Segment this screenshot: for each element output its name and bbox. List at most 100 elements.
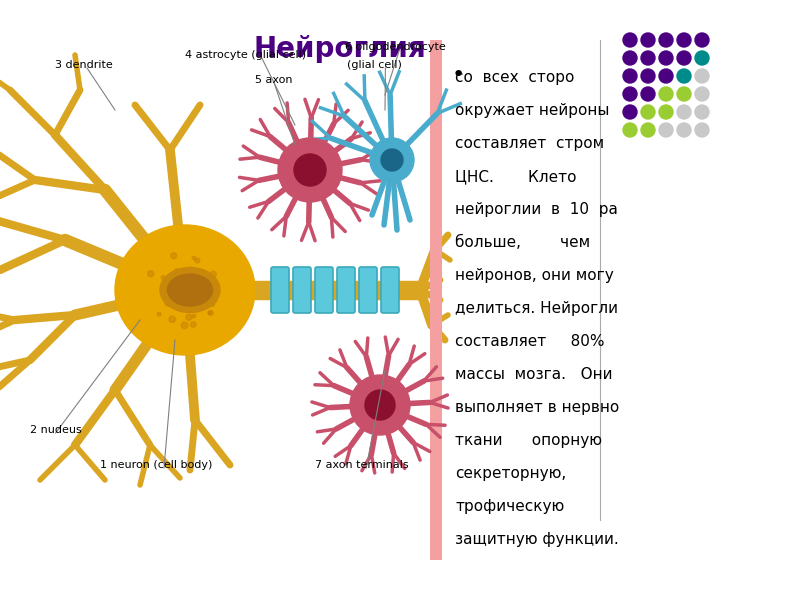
Circle shape — [200, 293, 203, 296]
Circle shape — [677, 105, 691, 119]
Text: 3 dendrite: 3 dendrite — [55, 60, 113, 70]
Circle shape — [165, 286, 170, 290]
Ellipse shape — [115, 225, 255, 355]
Text: ЦНС.       Клето: ЦНС. Клето — [455, 169, 577, 184]
Circle shape — [169, 316, 175, 322]
Text: 6 oligodendrocyte: 6 oligodendrocyte — [345, 42, 446, 52]
Circle shape — [208, 311, 211, 314]
Circle shape — [175, 269, 179, 272]
FancyBboxPatch shape — [271, 267, 289, 313]
FancyBboxPatch shape — [430, 40, 442, 560]
Circle shape — [192, 314, 196, 318]
Circle shape — [659, 33, 673, 47]
Circle shape — [208, 310, 213, 316]
Circle shape — [695, 33, 709, 47]
Text: 1 neuron (cell body): 1 neuron (cell body) — [100, 460, 212, 470]
Circle shape — [623, 51, 637, 65]
Circle shape — [381, 149, 403, 171]
Circle shape — [641, 123, 655, 137]
Circle shape — [182, 322, 188, 329]
Ellipse shape — [160, 268, 220, 313]
Circle shape — [294, 154, 326, 186]
Circle shape — [164, 298, 169, 302]
Circle shape — [188, 267, 193, 272]
Circle shape — [194, 301, 198, 304]
Circle shape — [623, 87, 637, 101]
Circle shape — [623, 123, 637, 137]
FancyBboxPatch shape — [381, 267, 399, 313]
Circle shape — [161, 275, 166, 280]
Text: •: • — [452, 65, 466, 85]
Circle shape — [350, 375, 410, 435]
Circle shape — [659, 87, 673, 101]
FancyBboxPatch shape — [315, 267, 333, 313]
Text: (glial cell): (glial cell) — [347, 60, 402, 70]
Circle shape — [677, 69, 691, 83]
Circle shape — [641, 51, 655, 65]
Circle shape — [641, 105, 655, 119]
Circle shape — [677, 87, 691, 101]
Circle shape — [641, 87, 655, 101]
Circle shape — [210, 271, 216, 277]
Circle shape — [677, 51, 691, 65]
Circle shape — [185, 284, 189, 289]
FancyBboxPatch shape — [359, 267, 377, 313]
Text: выполняет в нервно: выполняет в нервно — [455, 400, 619, 415]
Circle shape — [659, 69, 673, 83]
Circle shape — [695, 51, 709, 65]
FancyBboxPatch shape — [337, 267, 355, 313]
Circle shape — [193, 272, 196, 276]
Text: со  всех  сторо: со всех сторо — [455, 70, 574, 85]
Text: составляет     80%: составляет 80% — [455, 334, 605, 349]
Circle shape — [623, 105, 637, 119]
Circle shape — [677, 123, 691, 137]
Text: секреторную,: секреторную, — [455, 466, 566, 481]
Circle shape — [186, 314, 192, 320]
Text: нейроглии  в  10  ра: нейроглии в 10 ра — [455, 202, 618, 217]
Text: составляет  стром: составляет стром — [455, 136, 604, 151]
Ellipse shape — [167, 274, 213, 306]
Circle shape — [194, 302, 200, 307]
Text: защитную функции.: защитную функции. — [455, 532, 618, 547]
Circle shape — [278, 138, 342, 202]
Circle shape — [186, 294, 189, 297]
Text: нейронов, они могу: нейронов, они могу — [455, 268, 614, 283]
Circle shape — [623, 33, 637, 47]
Circle shape — [190, 322, 196, 327]
Text: 4 astrocyte (glial cell): 4 astrocyte (glial cell) — [185, 50, 306, 60]
Text: 7 axon terminals: 7 axon terminals — [315, 460, 409, 470]
Text: окружает нейроны: окружает нейроны — [455, 103, 610, 118]
Circle shape — [641, 69, 655, 83]
Circle shape — [165, 301, 171, 306]
Circle shape — [695, 123, 709, 137]
Circle shape — [195, 258, 200, 263]
Circle shape — [695, 105, 709, 119]
Text: делиться. Нейрогли: делиться. Нейрогли — [455, 301, 618, 316]
Text: массы  мозга.   Они: массы мозга. Они — [455, 367, 613, 382]
Circle shape — [641, 33, 655, 47]
Circle shape — [170, 253, 177, 259]
Text: 2 nudeus: 2 nudeus — [30, 425, 82, 435]
Circle shape — [659, 105, 673, 119]
Text: ткани      опорную: ткани опорную — [455, 433, 602, 448]
Circle shape — [211, 303, 214, 307]
Circle shape — [695, 69, 709, 83]
Circle shape — [659, 51, 673, 65]
Circle shape — [623, 69, 637, 83]
Text: больше,        чем: больше, чем — [455, 235, 590, 250]
Circle shape — [695, 87, 709, 101]
Circle shape — [158, 313, 161, 316]
Circle shape — [165, 280, 168, 283]
Text: трофическую: трофическую — [455, 499, 564, 514]
Circle shape — [167, 296, 171, 301]
Circle shape — [192, 256, 195, 260]
Circle shape — [659, 123, 673, 137]
FancyBboxPatch shape — [293, 267, 311, 313]
Circle shape — [148, 271, 154, 277]
Circle shape — [370, 138, 414, 182]
Text: Нейроглия: Нейроглия — [254, 35, 426, 63]
Circle shape — [365, 390, 395, 420]
Circle shape — [213, 299, 217, 303]
Text: 5 axon: 5 axon — [255, 75, 293, 85]
Circle shape — [677, 33, 691, 47]
